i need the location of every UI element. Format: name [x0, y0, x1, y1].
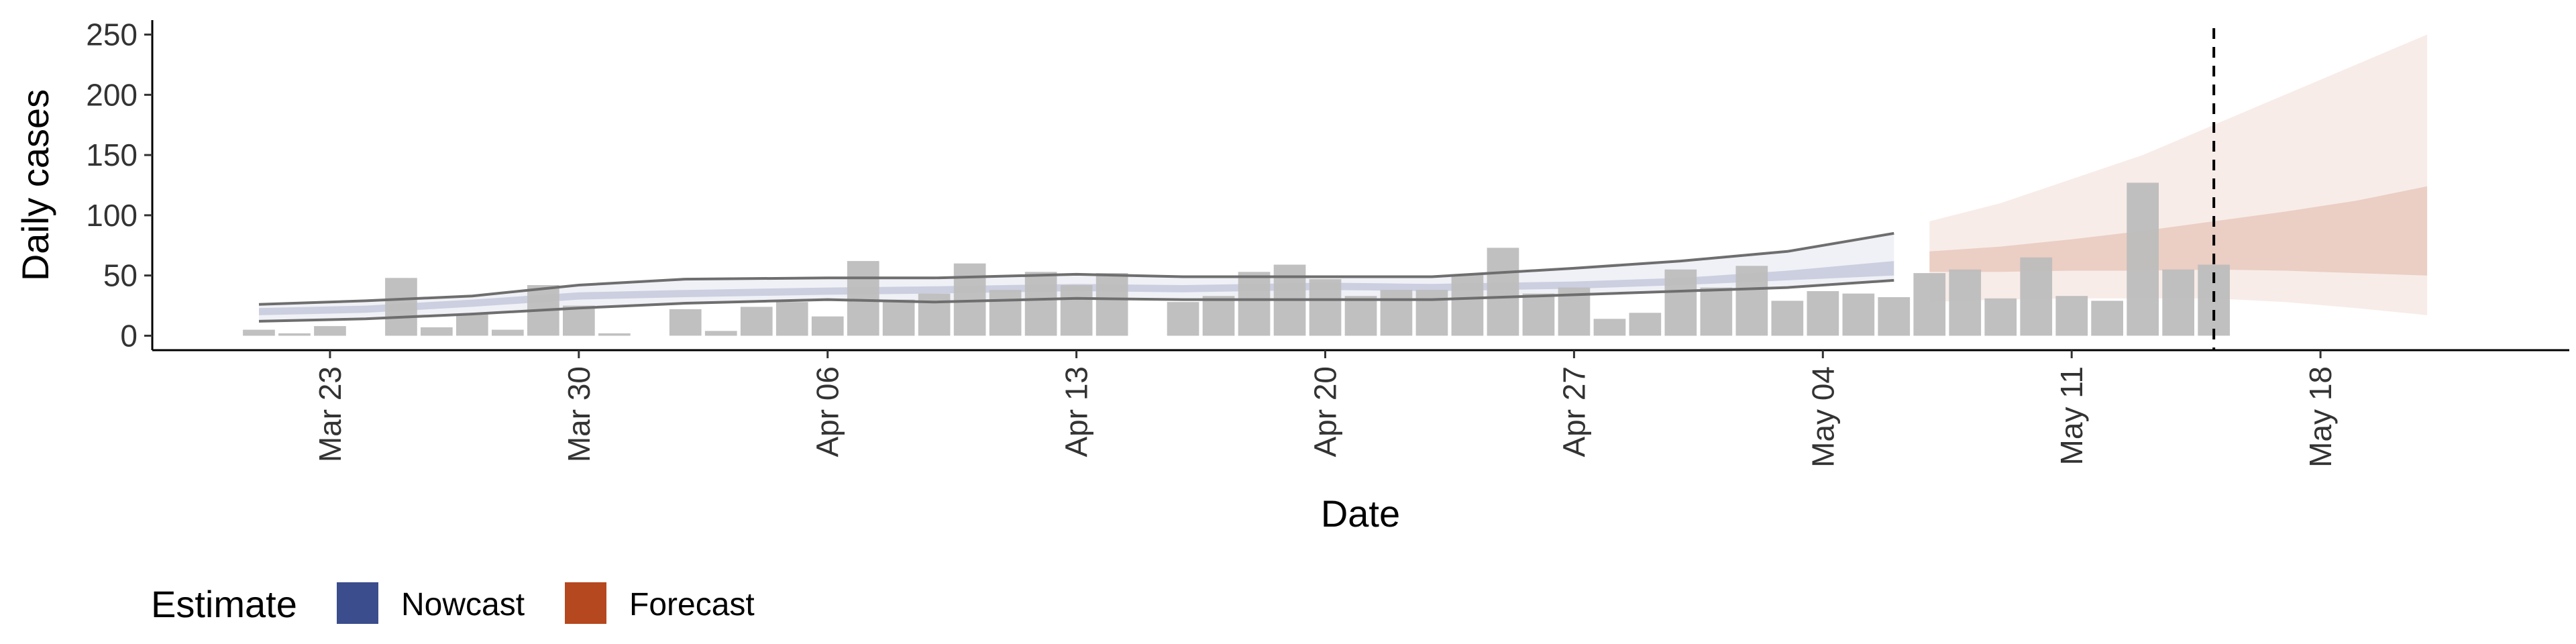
- observed-bar: [1522, 293, 1555, 336]
- y-tick-label: 0: [120, 318, 138, 353]
- y-tick-label: 100: [86, 198, 138, 233]
- observed-bar: [1842, 293, 1875, 336]
- observed-bar: [1095, 273, 1128, 336]
- observed-bar: [2055, 296, 2088, 336]
- observed-bar: [492, 329, 524, 336]
- observed-bar: [1949, 269, 1982, 336]
- observed-bar: [1309, 279, 1342, 336]
- observed-bar: [1984, 298, 2017, 336]
- observed-bar: [243, 329, 275, 336]
- x-tick-label: Apr 06: [810, 366, 845, 458]
- x-tick-label: Mar 30: [561, 366, 596, 462]
- observed-bar: [421, 327, 453, 336]
- observed-bar: [1878, 297, 1911, 336]
- observed-bar: [740, 307, 773, 336]
- observed-bar: [1238, 272, 1271, 336]
- observed-bar: [1487, 248, 1519, 336]
- x-tick-label: May 18: [2303, 366, 2338, 468]
- observed-bars: [243, 182, 2230, 336]
- x-tick-label: May 11: [2054, 366, 2089, 465]
- y-tick-label: 150: [86, 138, 138, 172]
- observed-bar: [1735, 266, 1768, 336]
- nowcast-upper-line: [258, 231, 1894, 306]
- observed-bar: [847, 261, 879, 336]
- observed-bar: [1913, 273, 1946, 336]
- observed-bar: [385, 278, 417, 336]
- observed-bar: [669, 309, 702, 336]
- observed-bar: [1664, 269, 1697, 336]
- nowcast-outer-band: [259, 233, 1894, 321]
- observed-bar: [598, 333, 631, 336]
- legend-swatch-nowcast: [337, 582, 378, 624]
- observed-bar: [704, 331, 737, 336]
- estimate-bands: [259, 34, 2428, 321]
- legend-swatch-forecast: [565, 582, 606, 624]
- legend: Estimate Nowcast Forecast: [151, 582, 755, 625]
- estimate-lines: [258, 231, 1894, 323]
- forecast-outer-band: [1929, 34, 2428, 315]
- observed-bar: [456, 314, 488, 336]
- x-tick-label: May 04: [1805, 366, 1840, 468]
- observed-bar: [775, 302, 808, 336]
- observed-bar: [989, 290, 1022, 336]
- observed-bar: [1024, 272, 1057, 336]
- observed-bar: [918, 293, 951, 336]
- observed-bar: [1807, 291, 1839, 336]
- observed-bar: [2091, 301, 2123, 336]
- observed-bar: [1415, 290, 1448, 336]
- nowcast-lower-line: [258, 278, 1894, 323]
- y-tick-label: 50: [103, 258, 138, 293]
- observed-bar: [2020, 257, 2053, 336]
- y-tick-label: 250: [86, 17, 138, 52]
- y-axis-title: Daily cases: [14, 89, 56, 281]
- observed-bar: [1700, 287, 1733, 336]
- x-tick-label: Apr 27: [1556, 366, 1591, 458]
- observed-bar: [314, 326, 346, 336]
- observed-bar: [1060, 285, 1093, 336]
- x-axis-title: Date: [1321, 492, 1400, 535]
- observed-bar: [1771, 301, 1804, 336]
- x-tick-label: Apr 13: [1059, 366, 1094, 458]
- observed-bar: [882, 299, 915, 336]
- x-axis-ticks: Mar 23 Mar 30 Apr 06 Apr 13 Apr 20 Apr 27 May …: [313, 350, 2338, 468]
- observed-bar: [2162, 269, 2194, 336]
- observed-bar: [1629, 313, 1662, 336]
- forecast-inner-band: [1929, 186, 2428, 276]
- observed-bar: [278, 333, 311, 336]
- observed-bar: [1380, 290, 1413, 336]
- observed-bar: [811, 316, 844, 336]
- legend-label-forecast: Forecast: [629, 587, 755, 623]
- y-tick-label: 200: [86, 77, 138, 112]
- observed-bar: [1167, 302, 1199, 336]
- observed-bar: [563, 305, 595, 336]
- observed-bar: [1202, 296, 1235, 336]
- x-tick-label: Apr 20: [1308, 366, 1343, 458]
- y-axis-ticks: 0 50 100 150 200 250: [86, 17, 152, 353]
- legend-label-nowcast: Nowcast: [401, 587, 525, 623]
- observed-bar: [2127, 182, 2159, 336]
- x-tick-label: Mar 23: [313, 366, 347, 462]
- observed-bar: [1451, 274, 1484, 336]
- observed-bar: [1593, 319, 1626, 336]
- legend-title: Estimate: [151, 583, 297, 625]
- observed-bar: [1344, 296, 1377, 336]
